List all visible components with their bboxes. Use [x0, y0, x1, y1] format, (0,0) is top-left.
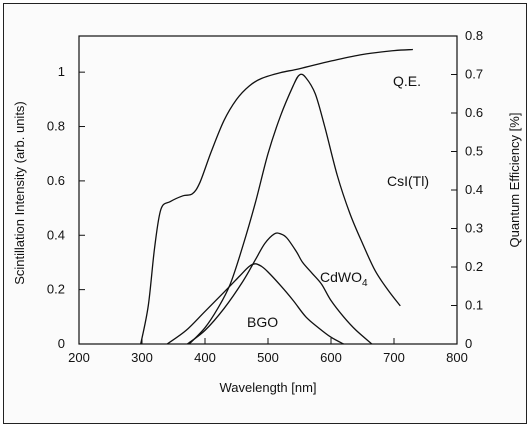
x-tick-label: 600 [320, 350, 342, 365]
left-y-tick-label: 0.4 [47, 227, 65, 242]
right-y-tick-label: 0.1 [465, 298, 483, 313]
left-y-tick-label: 0.2 [47, 282, 65, 297]
series-label-q-e: Q.E. [393, 73, 421, 89]
series-line-q-e [140, 48, 413, 345]
series-line-csi-tl [188, 73, 401, 345]
x-tick-label: 400 [194, 350, 216, 365]
left-y-tick-label: 0 [58, 336, 65, 351]
x-tick-label: 500 [257, 350, 279, 365]
left-y-tick-label: 0.8 [47, 119, 65, 134]
right-y-axis-title: Quantum Efficiency [%] [507, 113, 522, 248]
data-curves [140, 48, 413, 345]
figure-frame [3, 3, 527, 424]
left-y-tick-label: 1 [58, 64, 65, 79]
series-label-subscript: 4 [362, 278, 368, 289]
curve-labels: Q.E. CsI(Tl) CdWO4 BGO [247, 73, 429, 330]
left-y-axis-title: Scintillation Intensity (arb. units) [12, 101, 27, 285]
x-tick-label: 800 [446, 350, 468, 365]
axis-ticks [78, 35, 458, 345]
right-y-tick-label: 0.7 [465, 67, 483, 82]
right-y-tick-label: 0.8 [465, 28, 483, 43]
right-y-tick-label: 0.6 [465, 105, 483, 120]
right-y-tick-label: 0.5 [465, 144, 483, 159]
right-y-tick-label: 0.3 [465, 221, 483, 236]
left-y-tick-label: 0.6 [47, 173, 65, 188]
series-label-bgo: BGO [247, 314, 278, 330]
x-tick-label: 200 [68, 350, 90, 365]
x-tick-label: 700 [383, 350, 405, 365]
right-y-tick-label: 0.2 [465, 259, 483, 274]
series-label-cdwo4: CdWO4 [320, 269, 368, 289]
right-y-tick-label: 0.4 [465, 182, 483, 197]
series-line-cdwo4 [186, 232, 373, 345]
series-label-csi-tl: CsI(Tl) [387, 173, 429, 189]
right-y-tick-label: 0 [465, 336, 472, 351]
series-line-bgo [166, 263, 344, 345]
x-axis-title: Wavelength [nm] [219, 380, 316, 395]
x-tick-label: 300 [131, 350, 153, 365]
axis-tick-labels: 200 300 400 500 600 700 80000.20.40.60.8100.10… [47, 28, 483, 365]
